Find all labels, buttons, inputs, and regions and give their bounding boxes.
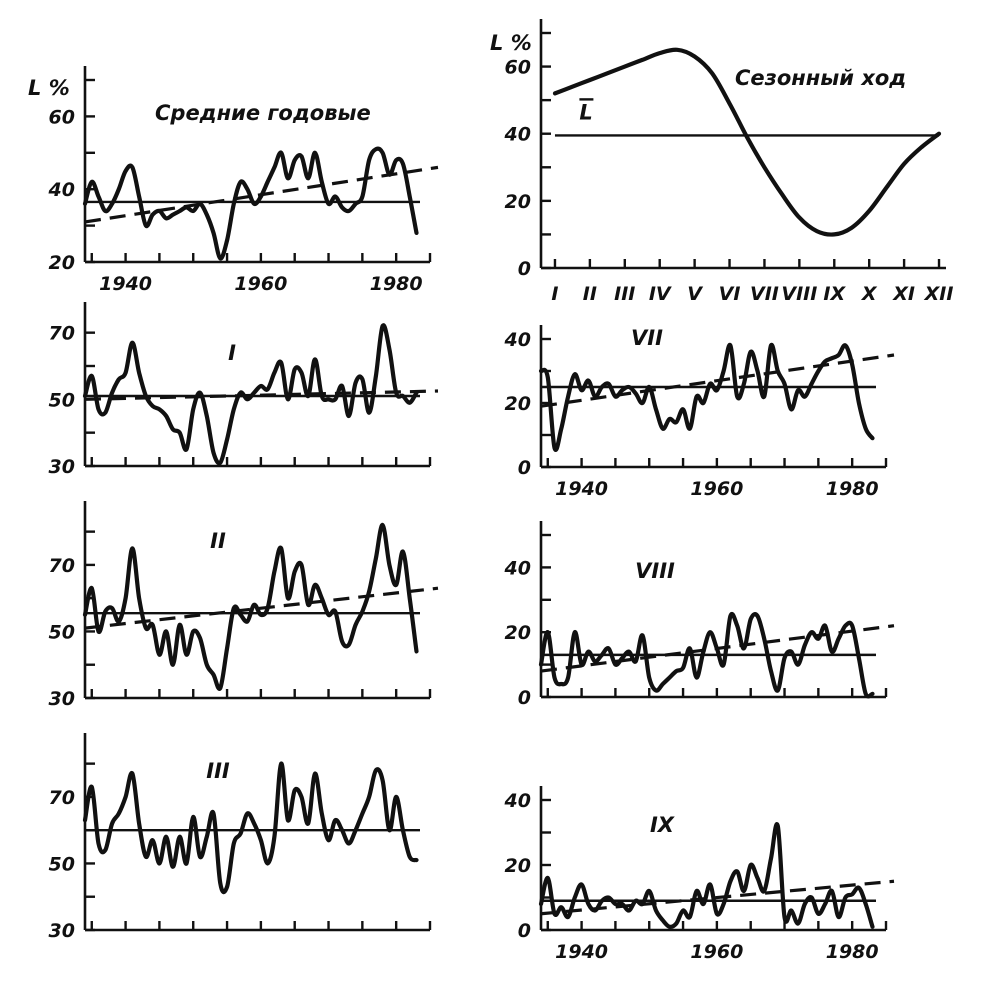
panel-title: VIII xyxy=(635,559,675,583)
x-tick-label: IV xyxy=(649,283,672,305)
x-tick-label: 1940 xyxy=(555,941,608,963)
panel-title: Средние годовые xyxy=(155,101,371,125)
panel-title: II xyxy=(210,529,226,553)
y-tick-label: 60 xyxy=(505,57,531,79)
panel-title: IX xyxy=(650,813,676,837)
y-axis-label: L % xyxy=(28,76,70,100)
panel-title: Сезонный ход xyxy=(735,66,906,90)
x-tick-label: XII xyxy=(924,283,954,305)
x-tick-label: V xyxy=(687,283,703,305)
x-tick-label: 1940 xyxy=(99,273,152,295)
series-line xyxy=(538,822,875,930)
y-tick-label: 70 xyxy=(49,787,75,809)
y-tick-label: 30 xyxy=(49,688,75,710)
panel-sep: 0 20 40 1940 1960 1980 IX xyxy=(504,786,895,963)
series-line xyxy=(538,342,875,452)
y-tick-label: 20 xyxy=(505,855,531,877)
y-tick-label: 70 xyxy=(49,323,75,345)
panel-jan: 30 50 70 I xyxy=(49,302,439,478)
series-line xyxy=(82,522,419,691)
y-tick-label: 40 xyxy=(504,557,531,579)
y-axis-label: L % xyxy=(490,31,532,55)
panel-title: I xyxy=(228,341,236,365)
y-tick-label: 50 xyxy=(49,621,75,643)
y-tick-label: 20 xyxy=(505,393,531,415)
panel-aug: 0 20 40 VIII xyxy=(504,521,895,709)
x-tick-label: X xyxy=(861,283,878,305)
trend-line xyxy=(540,353,895,408)
x-tick-label: I xyxy=(551,283,558,305)
panel-feb: 30 50 70 II xyxy=(49,501,439,710)
panel-jul: 0 20 40 1940 1960 1980 VII xyxy=(504,325,895,500)
x-tick-label: VI xyxy=(719,283,741,305)
y-tick-label: 50 xyxy=(49,853,75,875)
panel-title: III xyxy=(206,759,230,783)
y-tick-label: 60 xyxy=(49,106,75,128)
series-line xyxy=(82,146,419,261)
panel-mar: 30 50 70 III xyxy=(49,733,432,942)
trend-line xyxy=(84,389,439,401)
y-tick-label: 70 xyxy=(49,555,75,577)
series-line xyxy=(82,761,419,895)
y-tick-label: 0 xyxy=(518,457,531,479)
y-tick-label: 40 xyxy=(48,179,75,201)
y-tick-label: 20 xyxy=(49,252,75,274)
x-tick-label: 1940 xyxy=(555,478,608,500)
x-tick-label: VIII xyxy=(781,283,817,305)
x-tick-label: II xyxy=(583,283,597,305)
y-tick-label: 0 xyxy=(518,920,531,942)
y-tick-label: 40 xyxy=(504,790,531,812)
x-tick-label: 1960 xyxy=(234,273,287,295)
y-tick-label: 20 xyxy=(505,622,531,644)
y-tick-label: 50 xyxy=(49,389,75,411)
x-tick-label: IX xyxy=(823,283,846,305)
x-tick-label: XI xyxy=(892,283,915,305)
x-tick-label: 1980 xyxy=(826,478,879,500)
panel-title: VII xyxy=(631,326,663,350)
x-tick-label: 1960 xyxy=(690,941,743,963)
y-tick-label: 0 xyxy=(518,258,531,280)
series-line xyxy=(552,47,942,237)
y-tick-label: 40 xyxy=(504,124,531,146)
x-tick-label: VII xyxy=(750,283,779,305)
x-tick-label: 1980 xyxy=(826,941,879,963)
series-line xyxy=(82,323,419,466)
y-tick-label: 20 xyxy=(505,191,531,213)
y-tick-label: 30 xyxy=(49,920,75,942)
x-tick-label: III xyxy=(614,283,635,305)
x-tick-label: 1960 xyxy=(690,478,743,500)
y-tick-label: 0 xyxy=(518,687,531,709)
trend-line xyxy=(540,879,895,916)
series-line xyxy=(538,611,875,699)
y-tick-label: 30 xyxy=(49,456,75,478)
x-tick-label: 1980 xyxy=(370,273,423,295)
panel-annual: 20 40 60 1940 1960 1980 L % Средние годовые xyxy=(28,66,439,295)
mean-label: L xyxy=(579,100,592,124)
y-tick-label: 40 xyxy=(504,329,531,351)
